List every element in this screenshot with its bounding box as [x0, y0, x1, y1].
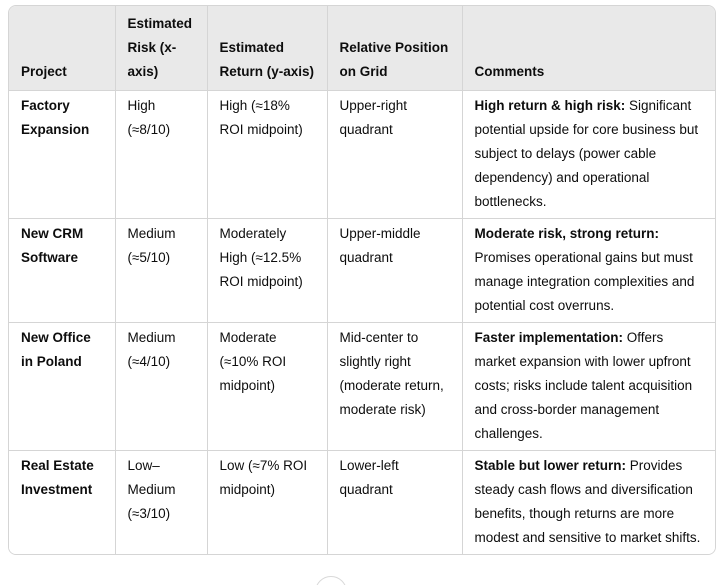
cell-risk: Medium (≈5/10) — [115, 218, 208, 323]
cell-comments: High return & high risk: Significant pot… — [462, 90, 715, 219]
cell-position: Upper-right quadrant — [327, 90, 463, 219]
cell-risk: Medium (≈4/10) — [115, 322, 208, 451]
cell-project: Factory Expansion — [9, 90, 116, 219]
comment-body: Offers market expansion with lower upfro… — [474, 330, 693, 441]
cell-position: Mid-center to slightly right (moderate r… — [327, 322, 463, 451]
cell-comments: Moderate risk, strong return: Promises o… — [462, 218, 715, 323]
scroll-down-button[interactable] — [315, 576, 347, 585]
comment-lead: Faster implementation: — [474, 330, 624, 345]
column-header-estimated-return: Estimated Return (y-axis) — [207, 6, 328, 91]
table-row-factory-expansion: Factory Expansion High (≈8/10) High (≈18… — [9, 90, 715, 219]
cell-risk: Low–Medium (≈3/10) — [115, 450, 208, 554]
table-header-row: Project Estimated Risk (x-axis) Estimate… — [9, 6, 715, 91]
cell-project: New Office in Poland — [9, 322, 116, 451]
cell-comments: Stable but lower return: Provides steady… — [462, 450, 715, 554]
comment-body: Significant potential upside for core bu… — [474, 98, 699, 209]
comment-body: Provides steady cash flows and diversifi… — [474, 458, 701, 545]
table-row-real-estate-investment: Real Estate Investment Low–Medium (≈3/10… — [9, 450, 715, 554]
comment-body: Promises operational gains but must mana… — [474, 250, 695, 313]
comment-lead: High return & high risk: — [474, 98, 626, 113]
project-comparison-table: Project Estimated Risk (x-axis) Estimate… — [8, 5, 716, 555]
cell-return: Low (≈7% ROI midpoint) — [207, 450, 328, 554]
cell-risk: High (≈8/10) — [115, 90, 208, 219]
table-row-new-crm-software: New CRM Software Medium (≈5/10) Moderate… — [9, 218, 715, 323]
column-header-project: Project — [9, 6, 116, 91]
cell-position: Lower-left quadrant — [327, 450, 463, 554]
cell-project: Real Estate Investment — [9, 450, 116, 554]
comment-lead: Moderate risk, strong return: — [474, 226, 660, 241]
column-header-comments: Comments — [462, 6, 715, 91]
column-header-relative-position: Relative Position on Grid — [327, 6, 463, 91]
cell-position: Upper-middle quadrant — [327, 218, 463, 323]
decision-matrix-table: Project Estimated Risk (x-axis) Estimate… — [9, 6, 715, 554]
cell-project: New CRM Software — [9, 218, 116, 323]
cell-comments: Faster implementation: Offers market exp… — [462, 322, 715, 451]
cell-return: High (≈18% ROI midpoint) — [207, 90, 328, 219]
comment-lead: Stable but lower return: — [474, 458, 627, 473]
column-header-estimated-risk: Estimated Risk (x-axis) — [115, 6, 208, 91]
cell-return: Moderate (≈10% ROI midpoint) — [207, 322, 328, 451]
table-row-new-office-in-poland: New Office in Poland Medium (≈4/10) Mode… — [9, 322, 715, 451]
cell-return: Moderately High (≈12.5% ROI midpoint) — [207, 218, 328, 323]
